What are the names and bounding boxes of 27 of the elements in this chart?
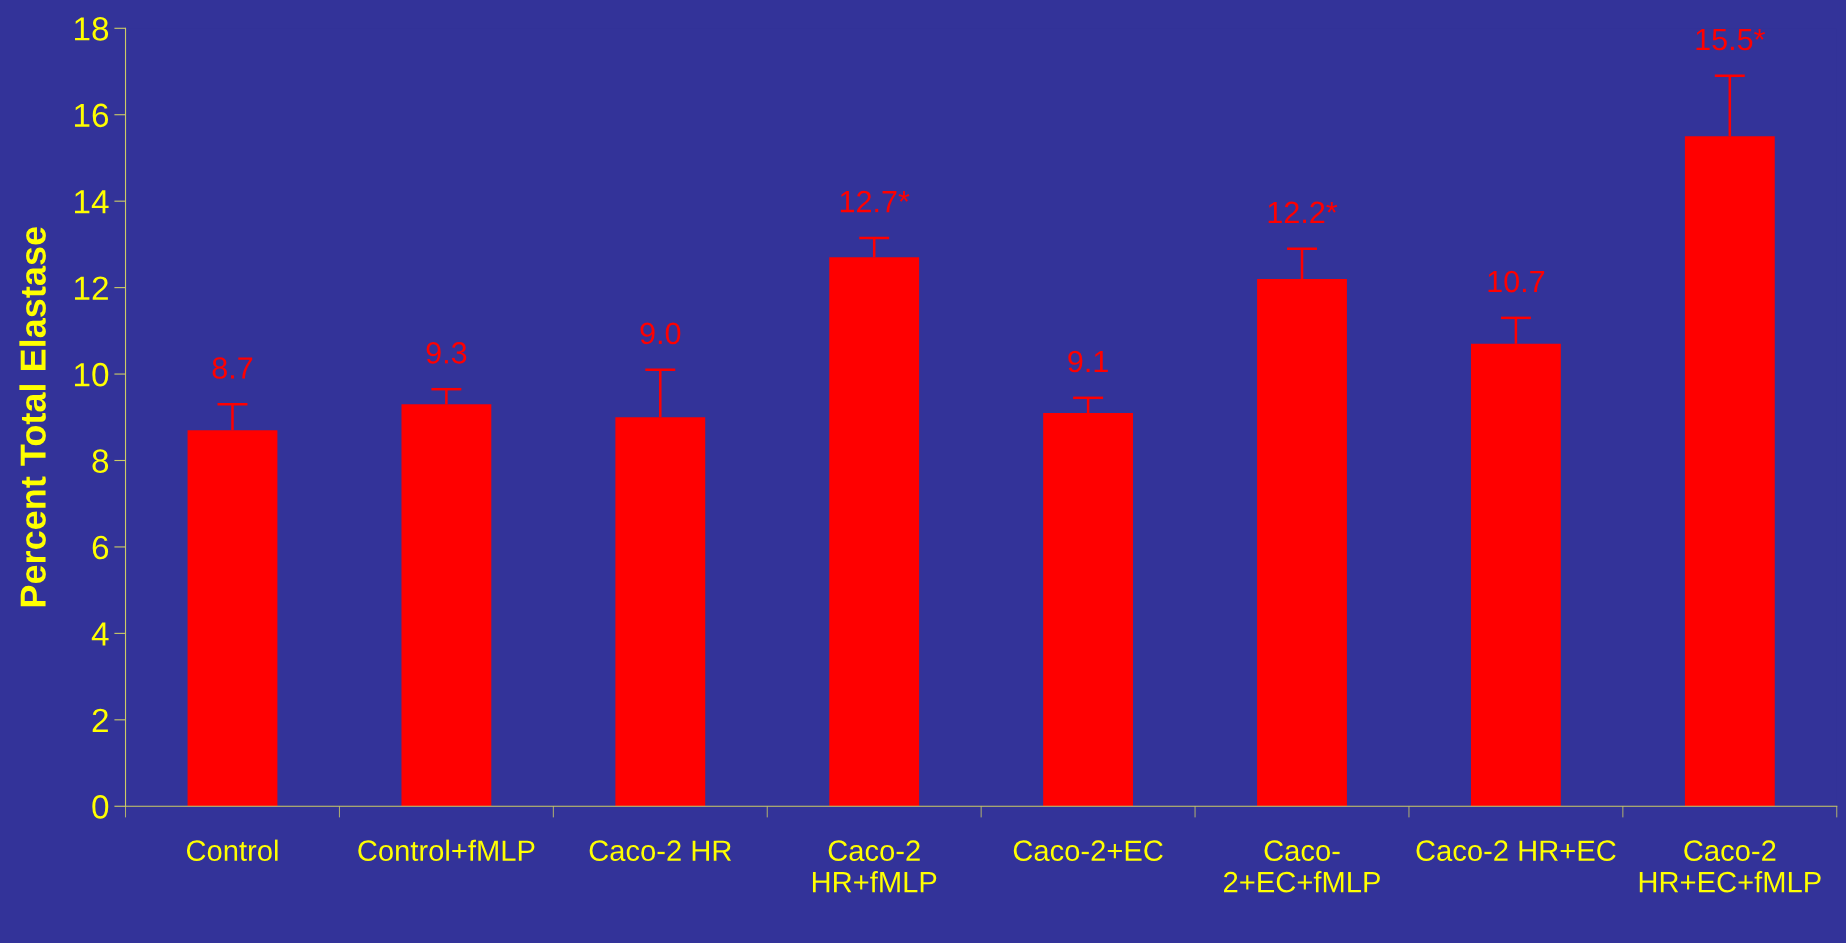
x-tick-label: Caco-2 HR bbox=[589, 840, 732, 862]
x-tick-label: Caco-2 HR+EC bbox=[1416, 840, 1616, 862]
y-tick-label: 18 bbox=[75, 17, 109, 41]
data-label: 15.5* bbox=[1696, 29, 1766, 51]
y-tick-label: 8 bbox=[92, 449, 109, 473]
data-label: 9.0 bbox=[640, 322, 681, 345]
data-label: 10.7 bbox=[1488, 270, 1545, 293]
data-label: 12.7* bbox=[840, 190, 910, 213]
y-tick-label: 4 bbox=[91, 622, 109, 646]
x-tick-label: Caco-2 HR+fMLP bbox=[812, 840, 937, 893]
y-tick-label: 2 bbox=[92, 708, 108, 732]
data-label: 9.1 bbox=[1068, 350, 1108, 373]
y-tick-label: 16 bbox=[75, 103, 109, 128]
data-label: 9.3 bbox=[426, 342, 467, 364]
y-tick-label: 14 bbox=[75, 190, 109, 214]
y-axis-title: Percent Total Elastase bbox=[19, 227, 46, 607]
x-tick-label: Control+fMLP bbox=[358, 839, 535, 862]
y-tick-label: 0 bbox=[92, 795, 109, 819]
x-tick-label: Caco-2 HR+EC+fMLP bbox=[1639, 840, 1821, 893]
x-tick-label: Control bbox=[186, 839, 278, 862]
x-tick-label: Caco- 2+EC+fMLP bbox=[1224, 840, 1380, 893]
data-label: 8.7 bbox=[212, 357, 253, 379]
y-tick-label: 10 bbox=[75, 362, 109, 387]
y-tick-label: 6 bbox=[92, 535, 109, 560]
data-label: 12.2* bbox=[1268, 201, 1338, 223]
x-tick-label: Caco-2+EC bbox=[1013, 840, 1163, 862]
y-tick-label: 12 bbox=[75, 276, 108, 300]
